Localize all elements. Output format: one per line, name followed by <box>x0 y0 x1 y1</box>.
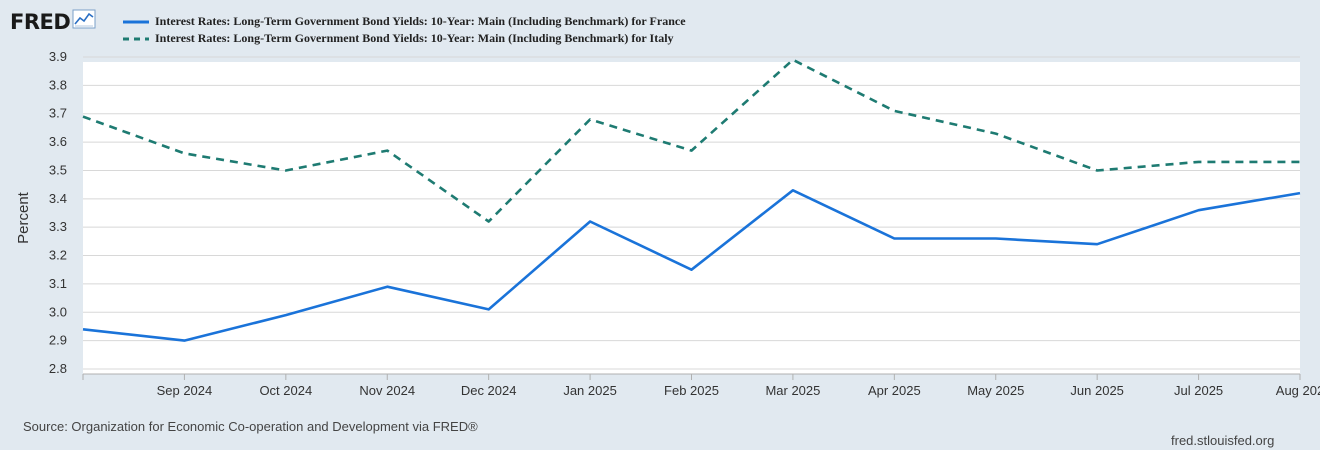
y-tick-label: 3.6 <box>49 134 67 149</box>
x-tick-label: Apr 2025 <box>868 383 921 398</box>
y-tick-label: 2.8 <box>49 361 67 376</box>
line-chart-icon <box>72 9 96 34</box>
chart-legend: Interest Rates: Long-Term Government Bon… <box>123 13 686 47</box>
x-axis: Sep 2024 Oct 2024 Nov 2024 Dec 2024 Jan 2025… <box>82 373 1320 398</box>
y-tick-label: 3.3 <box>49 219 67 234</box>
plot-background <box>83 62 1300 374</box>
y-tick-label: 3.0 <box>49 304 67 319</box>
x-tick-label: Jun 2025 <box>1070 383 1124 398</box>
x-tick-label: Aug 202 <box>1276 383 1320 398</box>
x-tick-label: Dec 2024 <box>461 383 517 398</box>
legend-item-italy[interactable]: Interest Rates: Long-Term Government Bon… <box>123 30 686 47</box>
x-tick-label: May 2025 <box>967 383 1024 398</box>
y-axis: 2.8 2.9 3.0 3.1 3.2 3.3 3.4 3.5 3.6 3.7 3.8 3.9 <box>49 49 67 376</box>
y-tick-label: 3.7 <box>49 106 67 121</box>
x-tick-label: Mar 2025 <box>765 383 820 398</box>
fred-url[interactable]: fred.stlouisfed.org <box>1171 433 1275 448</box>
y-tick-label: 3.1 <box>49 276 67 291</box>
y-tick-label: 3.9 <box>49 49 67 64</box>
y-tick-label: 3.8 <box>49 77 67 92</box>
chart-canvas: Sep 2024 Oct 2024 Nov 2024 Dec 2024 Jan 2025… <box>15 49 1320 398</box>
y-tick-label: 3.4 <box>49 191 67 206</box>
source-note: Source: Organization for Economic Co-ope… <box>23 419 478 434</box>
y-tick-label: 3.5 <box>49 162 67 177</box>
legend-item-france[interactable]: Interest Rates: Long-Term Government Bon… <box>123 13 686 30</box>
x-tick-label: Jul 2025 <box>1174 383 1223 398</box>
legend-label-italy: Interest Rates: Long-Term Government Bon… <box>155 31 674 45</box>
y-tick-label: 3.2 <box>49 248 67 263</box>
x-tick-label: Sep 2024 <box>157 383 213 398</box>
fred-logo[interactable]: FRED <box>10 9 96 34</box>
x-tick-label: Oct 2024 <box>259 383 312 398</box>
legend-label-france: Interest Rates: Long-Term Government Bon… <box>155 14 686 28</box>
series-line-france[interactable] <box>82 189 1301 342</box>
series-lines <box>82 58 1301 342</box>
fred-logo-text: FRED <box>10 9 71 34</box>
x-tick-label: Nov 2024 <box>359 383 415 398</box>
x-tick-label: Feb 2025 <box>664 383 719 398</box>
x-tick-label: Jan 2025 <box>563 383 617 398</box>
legend-swatch-italy <box>123 37 149 40</box>
y-tick-label: 2.9 <box>49 333 67 348</box>
y-axis-label: Percent <box>15 191 32 244</box>
legend-swatch-france <box>123 20 149 23</box>
